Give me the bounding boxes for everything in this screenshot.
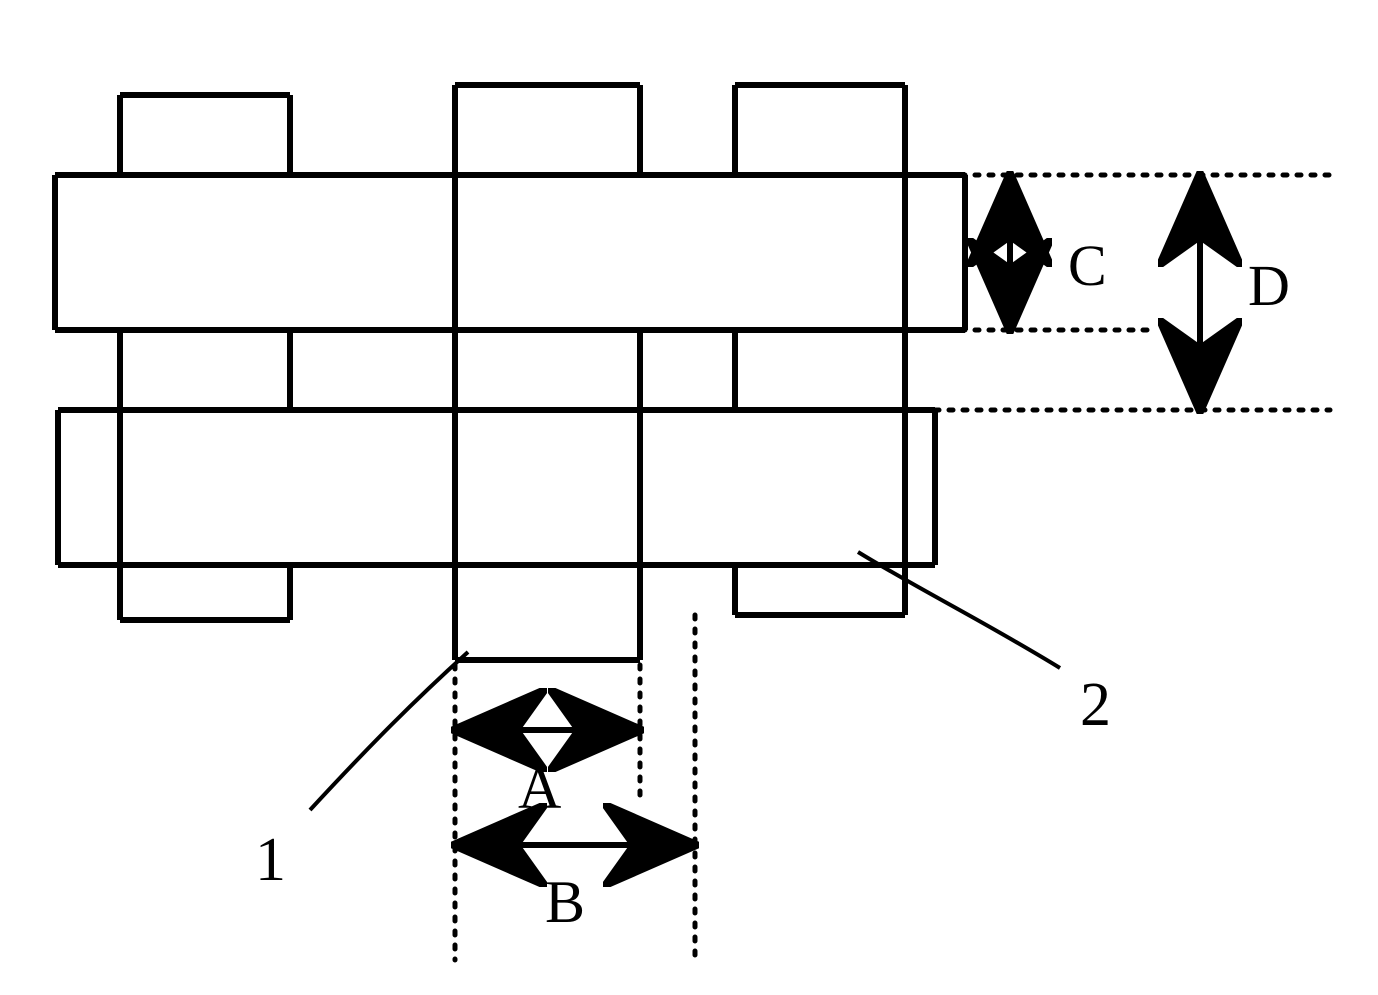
dimension-d-label: D bbox=[1248, 253, 1290, 318]
horizontal-strand-upper bbox=[55, 175, 965, 330]
callout-1-label: 1 bbox=[255, 826, 286, 894]
right-stub bbox=[905, 175, 965, 330]
dimension-c: C bbox=[1010, 183, 1107, 322]
dimension-c-label: C bbox=[1068, 233, 1107, 298]
vertical-strand-center bbox=[455, 85, 640, 660]
dimension-a-label: A bbox=[518, 755, 561, 821]
dimension-b: B bbox=[463, 845, 687, 935]
weave-diagram: A B C D 1 2 bbox=[0, 0, 1378, 995]
dimension-d: D bbox=[1200, 183, 1290, 402]
dimension-b-label: B bbox=[545, 869, 585, 935]
dimension-a: A bbox=[463, 730, 632, 821]
callout-2: 2 bbox=[858, 552, 1111, 739]
callout-1: 1 bbox=[255, 652, 468, 894]
vertical-strand-right bbox=[735, 85, 905, 615]
horizontal-strand-lower bbox=[58, 410, 935, 565]
callout-2-label: 2 bbox=[1080, 671, 1111, 739]
